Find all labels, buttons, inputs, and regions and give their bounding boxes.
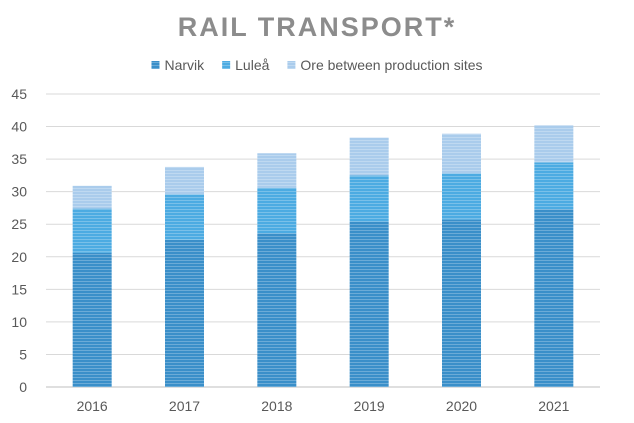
y-tick-label: 35 <box>11 151 27 167</box>
gridlines <box>46 93 600 355</box>
y-tick-label: 40 <box>11 119 27 135</box>
bar-lule-2021 <box>534 162 574 210</box>
bar-narvik-2019 <box>349 221 389 387</box>
bar-ore-between-production-sites-2018 <box>257 153 297 188</box>
bar-ore-between-production-sites-2017 <box>165 166 204 195</box>
bar-narvik-2020 <box>442 219 481 387</box>
bar-lule-2018 <box>257 187 297 234</box>
y-tick-label: 30 <box>11 184 27 200</box>
y-tick-label: 45 <box>11 86 27 102</box>
bar-ore-between-production-sites-2021 <box>534 125 574 163</box>
bar-ore-between-production-sites-2019 <box>349 137 389 176</box>
bar-lule-2017 <box>165 194 204 240</box>
bars <box>72 125 574 387</box>
legend-label-ore-between-production-sites: Ore between production sites <box>300 57 482 73</box>
legend-swatch-ore-between-production-sites <box>287 61 296 69</box>
x-tick-label: 2021 <box>538 398 569 414</box>
x-tick-label: 2016 <box>77 398 108 414</box>
y-tick-label: 20 <box>11 249 27 265</box>
legend-label-lule: Luleå <box>235 57 269 73</box>
bar-lule-2019 <box>349 175 389 222</box>
y-tick-label: 25 <box>11 216 27 232</box>
y-tick-label: 5 <box>19 346 27 362</box>
bar-narvik-2017 <box>165 239 204 387</box>
bar-lule-2016 <box>72 208 112 253</box>
bar-lule-2020 <box>442 173 481 220</box>
legend-swatch-narvik <box>151 61 160 69</box>
x-tick-label: 2018 <box>261 398 292 414</box>
legend-swatch-lule <box>222 61 231 69</box>
bar-narvik-2016 <box>72 252 112 387</box>
chart-title: RAIL TRANSPORT* <box>178 12 457 42</box>
x-axis: 2016 2017 2018 2019 2020 2021 <box>77 398 570 414</box>
x-tick-label: 2020 <box>446 398 477 414</box>
bar-ore-between-production-sites-2016 <box>72 185 112 209</box>
legend-label-narvik: Narvik <box>164 57 205 73</box>
y-axis: 0 5 10 15 20 25 30 35 40 45 <box>11 86 600 395</box>
legend: Narvik Luleå Ore between production sites <box>151 57 483 73</box>
y-tick-label: 15 <box>11 281 27 297</box>
x-tick-label: 2019 <box>354 398 385 414</box>
y-tick-label: 10 <box>11 314 27 330</box>
bar-narvik-2021 <box>534 209 574 387</box>
bar-narvik-2018 <box>257 233 297 387</box>
y-tick-label: 0 <box>19 379 27 395</box>
x-tick-label: 2017 <box>169 398 200 414</box>
bar-ore-between-production-sites-2020 <box>442 133 481 174</box>
